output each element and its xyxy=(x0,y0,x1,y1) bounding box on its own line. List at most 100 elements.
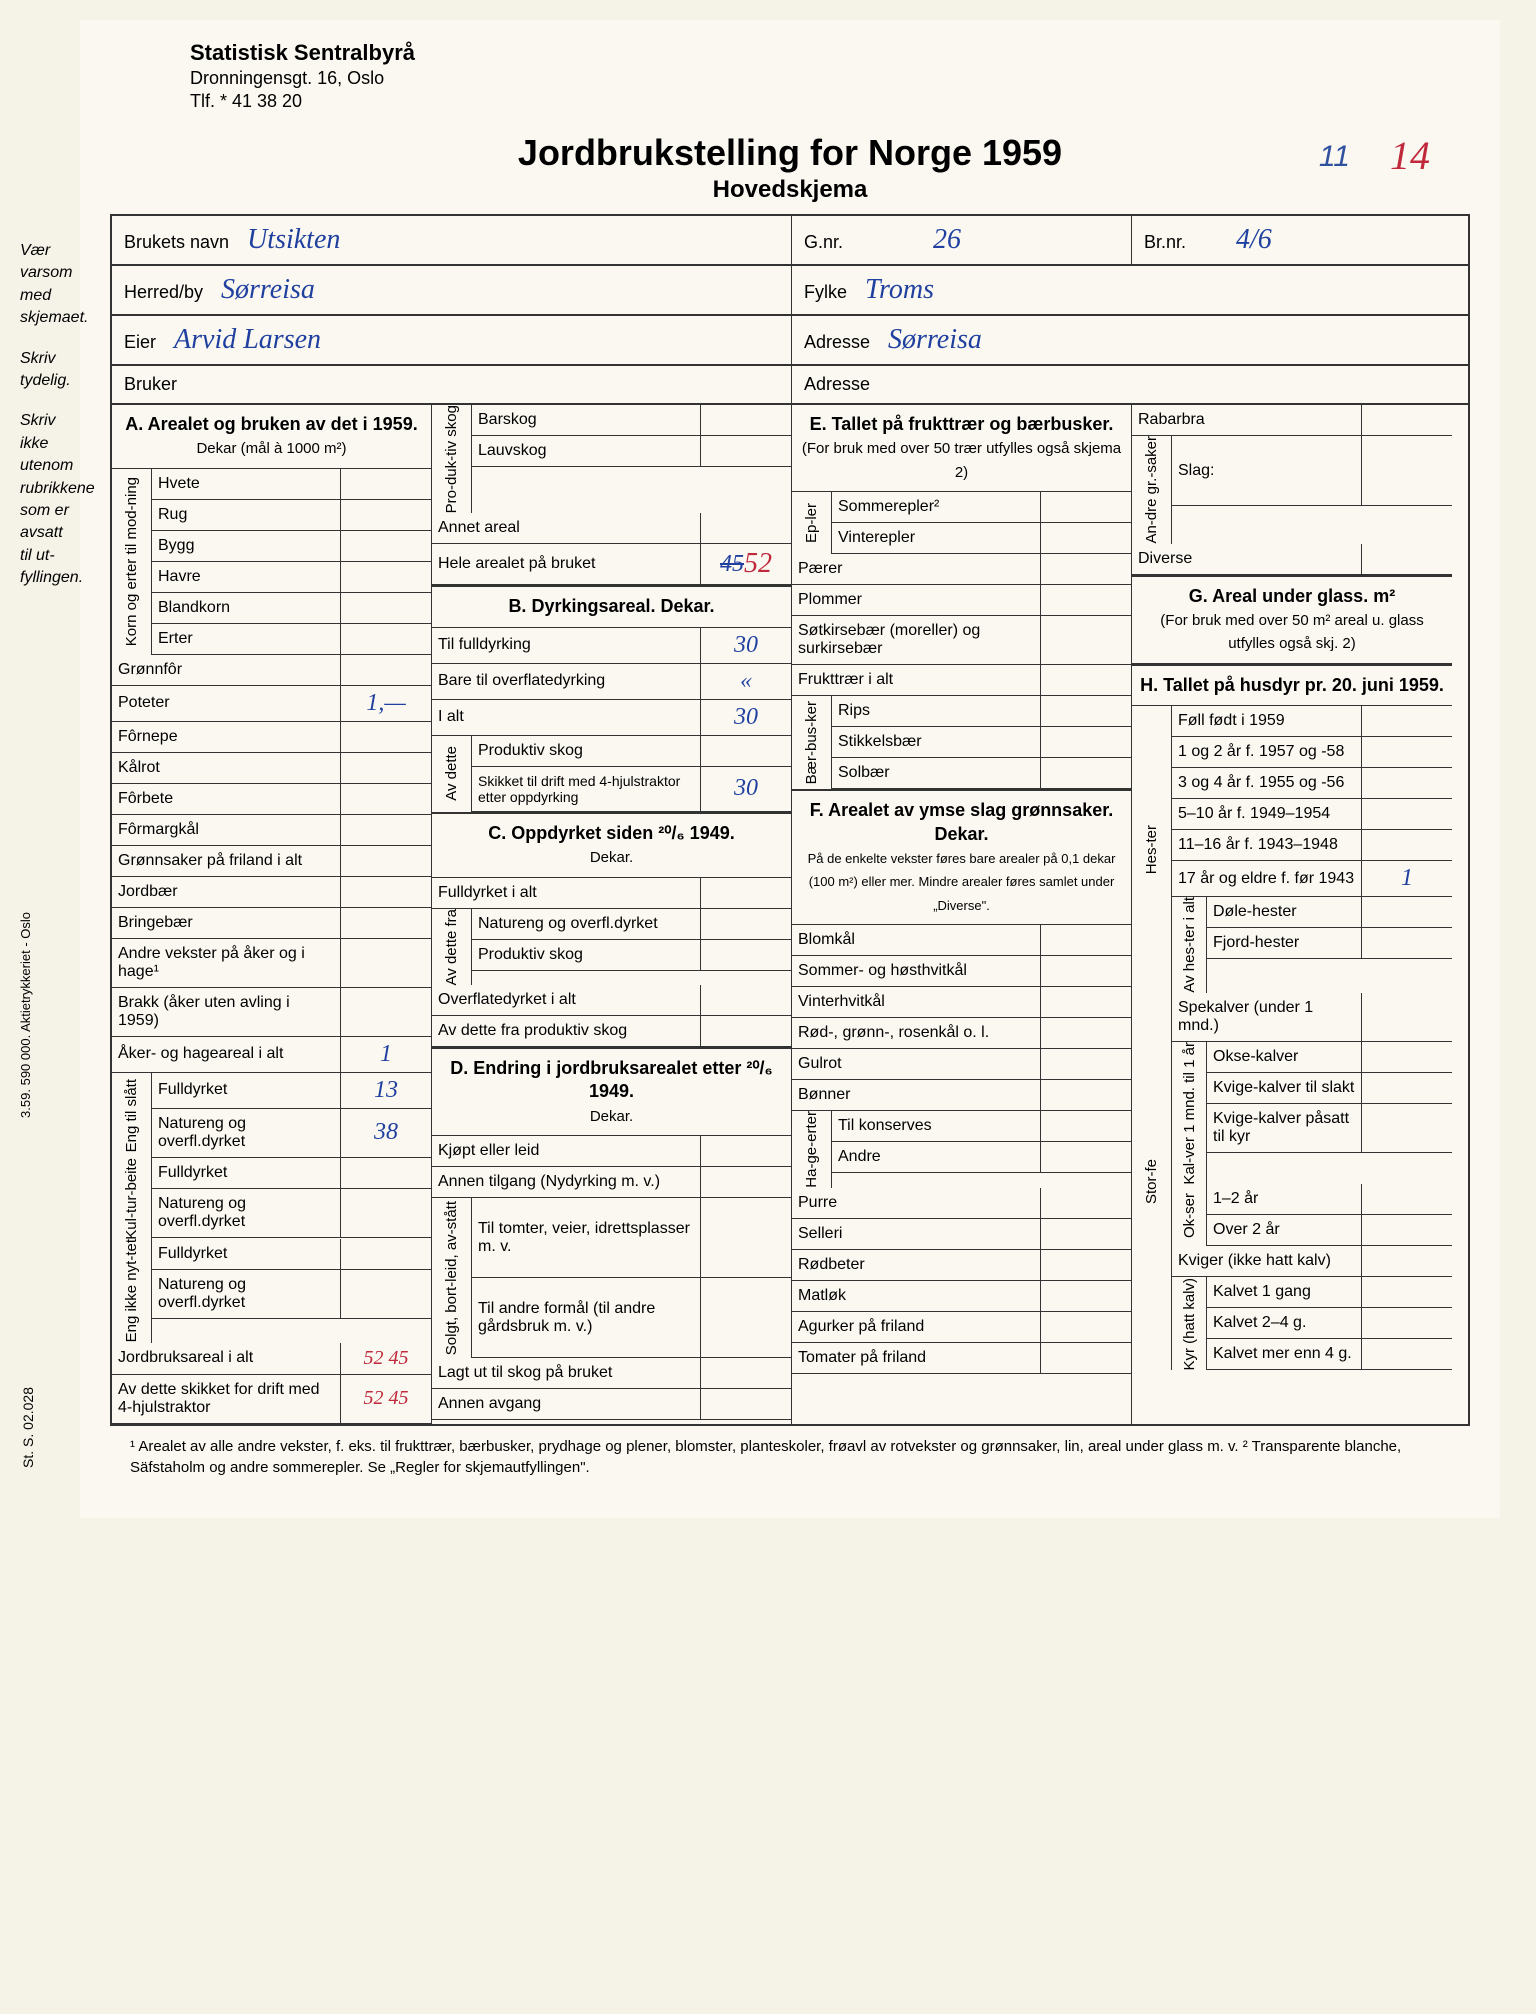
ar12b-label: 1–2 år xyxy=(1207,1184,1362,1215)
diverse-label: Diverse xyxy=(1132,544,1362,575)
oksekalver-label: Okse-kalver xyxy=(1207,1042,1362,1073)
natureng-label: Natureng og overfl.dyrket xyxy=(152,1109,341,1158)
lagt-ut-label: Lagt ut til skog på bruket xyxy=(432,1358,701,1389)
footer-code-1: St. S. 02.028 xyxy=(20,1387,36,1468)
page-subtitle: Hovedskjema xyxy=(110,176,1470,204)
brnr-label: Br.nr. xyxy=(1144,232,1186,253)
hele-value-red: 52 xyxy=(744,548,772,580)
section-g-title: G. Areal under glass. m²(For bruk med ov… xyxy=(1132,575,1452,664)
selleri-label: Selleri xyxy=(792,1219,1041,1250)
plommer-label: Plommer xyxy=(792,585,1041,616)
aker-hage-label: Åker- og hageareal i alt xyxy=(112,1037,341,1073)
prod-skog-vert-label: Pro-duk-tiv skog xyxy=(432,405,472,513)
av-dette-fra-label: Av dette fra xyxy=(432,909,472,985)
e-fulldyrket-label: Fulldyrket xyxy=(152,1239,341,1270)
av-dette-vert-label: Av dette xyxy=(432,736,472,812)
sommerepl-label: Sommerepler² xyxy=(832,492,1041,523)
lauvskog-label: Lauvskog xyxy=(472,436,701,467)
natureng-over-label: Natureng og overfl.dyrket xyxy=(472,909,701,940)
ar34-label: 3 og 4 år f. 1955 og -56 xyxy=(1172,768,1362,799)
full-i-alt-label: Fulldyrket i alt xyxy=(432,878,701,909)
hele-label: Hele arealet på bruket xyxy=(432,544,701,585)
tomater-label: Tomater på friland xyxy=(792,1343,1041,1374)
agurker-label: Agurker på friland xyxy=(792,1312,1041,1343)
fjord-label: Fjord-hester xyxy=(1207,928,1362,959)
skikket-value: 30 xyxy=(734,775,758,802)
bare-til-mark: « xyxy=(740,668,752,695)
rabarbra-label: Rabarbra xyxy=(1132,405,1362,436)
overflate-label: Overflatedyrket i alt xyxy=(432,985,701,1016)
av-hester-vert-label: Av hes-ter i alt xyxy=(1172,897,1207,993)
baer-vert-label: Bær-bus-ker xyxy=(792,696,832,789)
i-alt-value: 30 xyxy=(734,704,758,731)
fulldyrket-label: Fulldyrket xyxy=(152,1073,341,1109)
eng-ikke-vert-label: Eng ikke nyt-tet xyxy=(112,1239,152,1342)
dole-label: Døle-hester xyxy=(1207,897,1362,928)
blomkal-label: Blomkål xyxy=(792,925,1041,956)
section-h-title: H. Tallet på husdyr pr. 20. juni 1959. xyxy=(1132,664,1452,706)
havre-label: Havre xyxy=(152,562,341,593)
ar17-value: 1 xyxy=(1401,865,1413,892)
eier-value: Arvid Larsen xyxy=(174,324,321,356)
formargkal-label: Fôrmargkål xyxy=(112,815,341,846)
org-name: Statistisk Sentralbyrå xyxy=(190,40,1470,66)
org-address: Dronningensgt. 16, Oslo xyxy=(190,68,1470,89)
kjopt-label: Kjøpt eller leid xyxy=(432,1136,701,1167)
kviger-label: Kviger (ikke hatt kalv) xyxy=(1172,1246,1362,1277)
footer-code-2: 3.59. 590 000. Aktietrykkeriet - Oslo xyxy=(18,912,33,1118)
til-full-value: 30 xyxy=(734,632,758,659)
jordbruksareal-value: 52 45 xyxy=(364,1347,409,1370)
til-full-label: Til fulldyrking xyxy=(432,628,701,664)
gulrot-label: Gulrot xyxy=(792,1049,1041,1080)
footnote: ¹ Arealet av alle andre vekster, f. eks.… xyxy=(110,1426,1470,1488)
annet-label: Annet areal xyxy=(432,513,701,544)
gronnsaker-label: Grønnsaker på friland i alt xyxy=(112,846,341,877)
foll-label: Føll født i 1959 xyxy=(1172,706,1362,737)
slag-label: Slag: xyxy=(1172,436,1362,506)
brukets-navn-label: Brukets navn xyxy=(124,232,229,253)
section-b-title: B. Dyrkingsareal. Dekar. xyxy=(432,585,791,627)
frukt-i-alt-label: Frukttrær i alt xyxy=(792,665,1041,696)
rips-label: Rips xyxy=(832,696,1041,727)
bygg-label: Bygg xyxy=(152,531,341,562)
spekalver-label: Spekalver (under 1 mnd.) xyxy=(1172,993,1362,1042)
fornepe-label: Fôrnepe xyxy=(112,722,341,753)
poteter-value: 1,— xyxy=(366,690,405,717)
hvete-label: Hvete xyxy=(152,469,341,500)
solgt-vert-label: Solgt, bort-leid, av-stått xyxy=(432,1198,472,1358)
kirsebaer-label: Søtkirsebær (moreller) og surkirsebær xyxy=(792,616,1041,665)
kalvet24-label: Kalvet 2–4 g. xyxy=(1207,1308,1362,1339)
bruker-label: Bruker xyxy=(124,374,177,395)
annen-tilgang-label: Annen tilgang (Nydyrking m. v.) xyxy=(432,1167,701,1198)
andre-gr-vert-label: An-dre gr.-saker xyxy=(1132,436,1172,544)
over2-label: Over 2 år xyxy=(1207,1215,1362,1246)
rod-gronn-label: Rød-, grønn-, rosenkål o. l. xyxy=(792,1018,1041,1049)
poteter-label: Poteter xyxy=(112,686,341,722)
av-dette-value: 52 45 xyxy=(364,1387,409,1410)
section-c-title: C. Oppdyrket siden ²⁰/₆ 1949.Dekar. xyxy=(432,812,791,878)
forbete-label: Fôrbete xyxy=(112,784,341,815)
prod-skog-label: Produktiv skog xyxy=(472,736,701,767)
stikkelsbaer-label: Stikkelsbær xyxy=(832,727,1041,758)
kvigekalver-kyr-label: Kvige-kalver påsatt til kyr xyxy=(1207,1104,1362,1153)
hage-vert-label: Ha-ge-erter xyxy=(792,1111,832,1188)
vinterhvitkal-label: Vinterhvitkål xyxy=(792,987,1041,1018)
fylke-value: Troms xyxy=(865,274,934,306)
bare-til-label: Bare til overflatedyrking xyxy=(432,664,701,700)
gnr-value: 26 xyxy=(933,224,961,256)
epler-vert-label: Ep-ler xyxy=(792,492,832,554)
ar1116-label: 11–16 år f. 1943–1948 xyxy=(1172,830,1362,861)
kvigekalver-slakt-label: Kvige-kalver til slakt xyxy=(1207,1073,1362,1104)
kalrot-label: Kålrot xyxy=(112,753,341,784)
purre-label: Purre xyxy=(792,1188,1041,1219)
e-natureng-label: Natureng og overfl.dyrket xyxy=(152,1270,341,1319)
page-title: Jordbrukstelling for Norge 1959 xyxy=(110,132,1470,174)
adresse-label: Adresse xyxy=(804,332,870,353)
brakk-label: Brakk (åker uten avling i 1959) xyxy=(112,988,341,1037)
jordbruksareal-label: Jordbruksareal i alt xyxy=(112,1343,341,1375)
ar12-label: 1 og 2 år f. 1957 og -58 xyxy=(1172,737,1362,768)
av-dette-prod-label: Av dette fra produktiv skog xyxy=(432,1016,701,1047)
natureng-value: 38 xyxy=(374,1119,398,1146)
gronnfor-label: Grønnfôr xyxy=(112,655,341,686)
okser-vert-label: Ok-ser xyxy=(1172,1184,1207,1246)
